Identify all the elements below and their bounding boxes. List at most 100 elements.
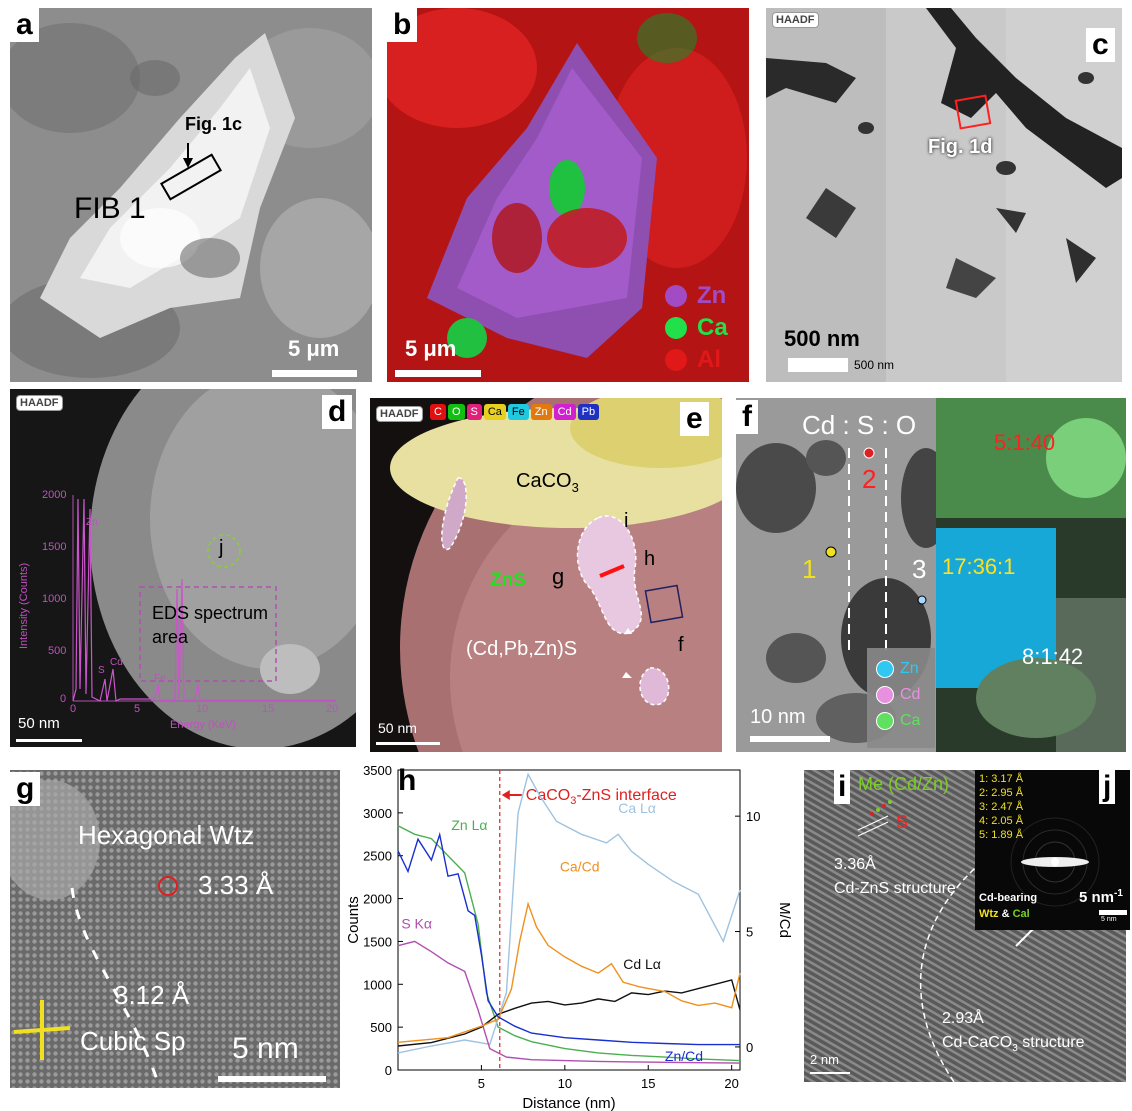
panel-h-chart: 0 500 1000 1500 2000 2500 3000 3500 5 10 15 20 0 5 10 D… bbox=[340, 758, 800, 1111]
panel-i-structure-2: Cd-CaCO3 structure bbox=[942, 1034, 1084, 1054]
plot-frame bbox=[397, 769, 741, 1071]
ring-3: 3: 2.47 Å bbox=[979, 801, 1024, 813]
panel-e-marker-h: h bbox=[644, 548, 656, 570]
panel-b-map-graphic bbox=[387, 8, 749, 382]
panel-g-cubic-label: Cubic Sp bbox=[80, 1026, 186, 1056]
ring-2: 2: 2.95 Å bbox=[979, 787, 1024, 799]
series-label: Zn Lα bbox=[451, 817, 487, 833]
panel-h-label: h bbox=[398, 764, 416, 797]
cd-dot-icon bbox=[876, 686, 894, 704]
panel-e-marker-f: f bbox=[678, 634, 684, 656]
caco3-text: CaCO bbox=[516, 470, 572, 492]
panel-a-scale-bar bbox=[272, 370, 357, 377]
panel-d-scale-bar bbox=[16, 739, 82, 742]
structure-2-main: Cd-CaCO bbox=[942, 1034, 1013, 1051]
legend-cd-text: Cd bbox=[900, 686, 921, 703]
panel-g-d-spacing-1: 3.33 Å bbox=[198, 870, 274, 900]
interface-arrow-head bbox=[501, 790, 510, 800]
ring-5: 5: 1.89 Å bbox=[979, 829, 1024, 841]
y-tick-label: 2000 bbox=[363, 892, 392, 907]
y-tick-label: 1000 bbox=[363, 977, 392, 992]
y-tick-label: 500 bbox=[370, 1020, 392, 1035]
panel-i-me-label: Me (Cd/Zn) bbox=[858, 774, 950, 794]
panel-e-eds-overlay: HAADF C O S Ca Fe Zn Cd Pb CaCO3 ZnS (Cd… bbox=[370, 398, 722, 752]
panel-f-ratio-title: Cd : S : O bbox=[802, 410, 917, 440]
al-swatch-icon bbox=[665, 349, 687, 371]
ratio-point-3: 8:1:42 bbox=[1022, 644, 1084, 669]
element-c-chip: C bbox=[430, 404, 446, 420]
series-label: Cd Lα bbox=[623, 956, 661, 972]
panel-c-fig-annotation: Fig. 1d bbox=[928, 136, 993, 158]
legend-item-zn: Zn bbox=[665, 280, 728, 312]
panel-a-scale-text: 5 μm bbox=[288, 336, 340, 361]
y-tick-label: 0 bbox=[385, 1063, 392, 1078]
panel-i-scale-text: 2 nm bbox=[810, 1052, 839, 1067]
panel-c-label: c bbox=[1086, 28, 1115, 62]
panel-f-composite: Cd : S : O 2 1 3 5:1:40 17:36:1 8:1:42 Z… bbox=[736, 398, 1126, 752]
panel-i-structure-1: Cd-ZnS structure bbox=[834, 880, 956, 897]
panel-e-element-legend: C O S Ca Fe Zn Cd Pb bbox=[430, 404, 600, 420]
element-pb-chip: Pb bbox=[577, 404, 600, 420]
phase-amp: & bbox=[998, 908, 1013, 920]
panel-d-scale-text: 50 nm bbox=[18, 715, 60, 732]
panel-c-graphic bbox=[766, 8, 1122, 382]
panel-g-scale-bar bbox=[218, 1076, 326, 1082]
series-label: Ca Lα bbox=[618, 800, 656, 816]
panel-d-graphic bbox=[10, 389, 356, 747]
panel-f-label: f bbox=[736, 400, 758, 434]
series-line-cal bbox=[397, 772, 741, 1054]
legend-item-al: Al bbox=[665, 344, 728, 376]
panel-i-label: i bbox=[834, 770, 851, 804]
phase-wtz: Wtz bbox=[979, 908, 999, 920]
panel-b-label: b bbox=[387, 8, 418, 42]
panel-j-phase-label: Wtz & Cal bbox=[979, 908, 1030, 920]
point-3-label: 3 bbox=[912, 554, 927, 584]
panel-j-scale-small: 5 nm bbox=[1101, 916, 1117, 923]
panel-e-graphic bbox=[370, 398, 722, 752]
panel-a-sem-image: Fig. 1c FIB 1 5 μm a bbox=[10, 8, 372, 382]
inset-xtick-20: 20 bbox=[326, 703, 339, 715]
panel-d-spectrum-inset bbox=[72, 495, 336, 702]
structure-2-tail: structure bbox=[1017, 1034, 1085, 1051]
inset-xtick-5: 5 bbox=[134, 703, 141, 715]
point-1-label: 1 bbox=[802, 554, 817, 584]
inset-xtick-10: 10 bbox=[196, 703, 209, 715]
panel-e-caco3-label: CaCO3 bbox=[516, 470, 579, 495]
series-line-sk bbox=[397, 940, 741, 1064]
series-line-znl bbox=[397, 825, 741, 1062]
inset-ytick-0: 0 bbox=[60, 693, 67, 705]
y-tick-label: 3000 bbox=[363, 806, 392, 821]
panel-j-scale-text: 5 nm-1 bbox=[1079, 888, 1123, 906]
panel-i-d-spacing-1: 3.36Å bbox=[834, 856, 876, 873]
y2-axis-label: M/Cd bbox=[776, 902, 793, 938]
y2-tick-label: 10 bbox=[746, 809, 760, 824]
panel-i-scale-bar bbox=[810, 1072, 850, 1074]
series-label: S Kα bbox=[401, 916, 432, 932]
panel-j-graphic bbox=[1010, 817, 1100, 907]
series-line-zncd bbox=[397, 831, 740, 1046]
ratio-point-1: 17:36:1 bbox=[942, 554, 1016, 579]
panel-c-scale-bar bbox=[788, 358, 848, 372]
peak-zn: Zn bbox=[86, 517, 98, 528]
point-2-label: 2 bbox=[862, 464, 877, 494]
panel-b-scale-text: 5 μm bbox=[405, 336, 457, 361]
panel-i-d-spacing-2: 2.93Å bbox=[942, 1010, 984, 1027]
panel-a-label: a bbox=[10, 8, 39, 42]
inset-xtick-15: 15 bbox=[262, 703, 275, 715]
inset-ytick-1000: 1000 bbox=[42, 593, 67, 605]
inset-ytick-1500: 1500 bbox=[42, 541, 67, 553]
panel-d-marker-j: j bbox=[219, 537, 224, 559]
panel-e-cdpbzn-label: (Cd,Pb,Zn)S bbox=[466, 638, 578, 660]
panel-d-box-label: EDS spectrum area bbox=[152, 603, 269, 647]
panel-a-texture bbox=[10, 8, 372, 382]
panel-g-label: g bbox=[10, 772, 41, 806]
legend-al-text: Al bbox=[697, 346, 721, 373]
panel-j-cd-label: Cd-bearing bbox=[979, 892, 1038, 904]
inset-ylabel: Intensity (Counts) bbox=[18, 562, 30, 649]
element-o-chip: O bbox=[447, 404, 465, 420]
panel-j-scale-bar bbox=[1099, 910, 1127, 915]
panel-d-haadf-tag: HAADF bbox=[16, 395, 63, 411]
panel-e-label: e bbox=[680, 402, 709, 436]
panel-b-scale-bar bbox=[395, 370, 481, 377]
series-line-cdl bbox=[397, 979, 741, 1047]
